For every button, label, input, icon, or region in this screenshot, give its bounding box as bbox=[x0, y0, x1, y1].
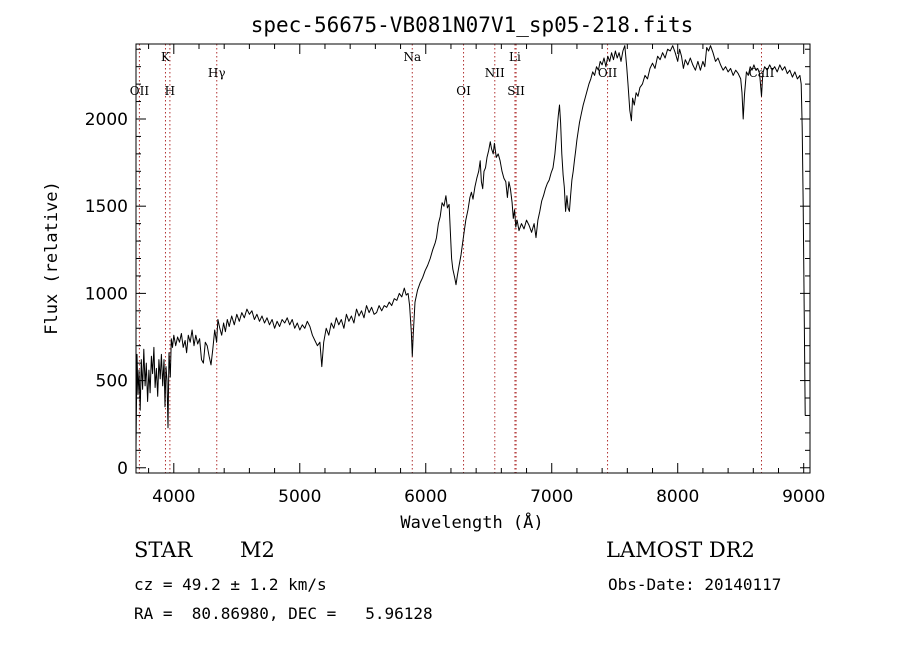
object-subclass: M2 bbox=[240, 538, 275, 562]
survey-name: LAMOST DR2 bbox=[606, 538, 755, 562]
x-tick-label: 9000 bbox=[782, 487, 825, 507]
y-tick-label: 1500 bbox=[85, 197, 128, 217]
line-marker-label: Hγ bbox=[208, 66, 226, 80]
line-marker-label: NII bbox=[485, 66, 505, 80]
observation-date: Obs-Date: 20140117 bbox=[608, 575, 782, 594]
y-tick-label: 1000 bbox=[85, 284, 128, 304]
line-marker-label: H bbox=[165, 84, 175, 98]
x-tick-label: 4000 bbox=[152, 487, 195, 507]
x-tick-label: 5000 bbox=[278, 487, 321, 507]
axis-ticks: 4000 5000 6000 7000 8000 9000 0 500 1000 1500 2000 bbox=[85, 44, 825, 507]
line-marker-label: SII bbox=[507, 84, 525, 98]
line-marker-label: OII bbox=[130, 84, 150, 98]
y-tick-label: 500 bbox=[96, 372, 128, 392]
y-tick-label: 2000 bbox=[85, 110, 128, 130]
spectrum-series bbox=[135, 45, 806, 451]
redshift-velocity: cz = 49.2 ± 1.2 km/s bbox=[134, 575, 327, 594]
line-marker-label: Na bbox=[403, 50, 421, 64]
x-axis-label: Wavelength (Å) bbox=[400, 511, 543, 533]
x-tick-label: 7000 bbox=[530, 487, 573, 507]
y-axis-label: Flux (relative) bbox=[42, 181, 62, 335]
x-tick-label: 6000 bbox=[404, 487, 447, 507]
chart-title: spec-56675-VB081N07V1_sp05-218.fits bbox=[251, 13, 694, 37]
plot-frame bbox=[135, 43, 811, 474]
x-tick-label: 8000 bbox=[656, 487, 699, 507]
spectrum-line bbox=[135, 45, 806, 451]
y-tick-label: 0 bbox=[117, 459, 128, 479]
coordinates: RA = 80.86980, DEC = 5.96128 bbox=[134, 604, 433, 623]
line-marker-label: OI bbox=[456, 84, 471, 98]
line-marker-label: Li bbox=[509, 50, 521, 64]
line-marker-label: OII bbox=[598, 66, 618, 80]
line-marker-label: K bbox=[161, 50, 171, 64]
object-class: STAR bbox=[134, 538, 193, 562]
